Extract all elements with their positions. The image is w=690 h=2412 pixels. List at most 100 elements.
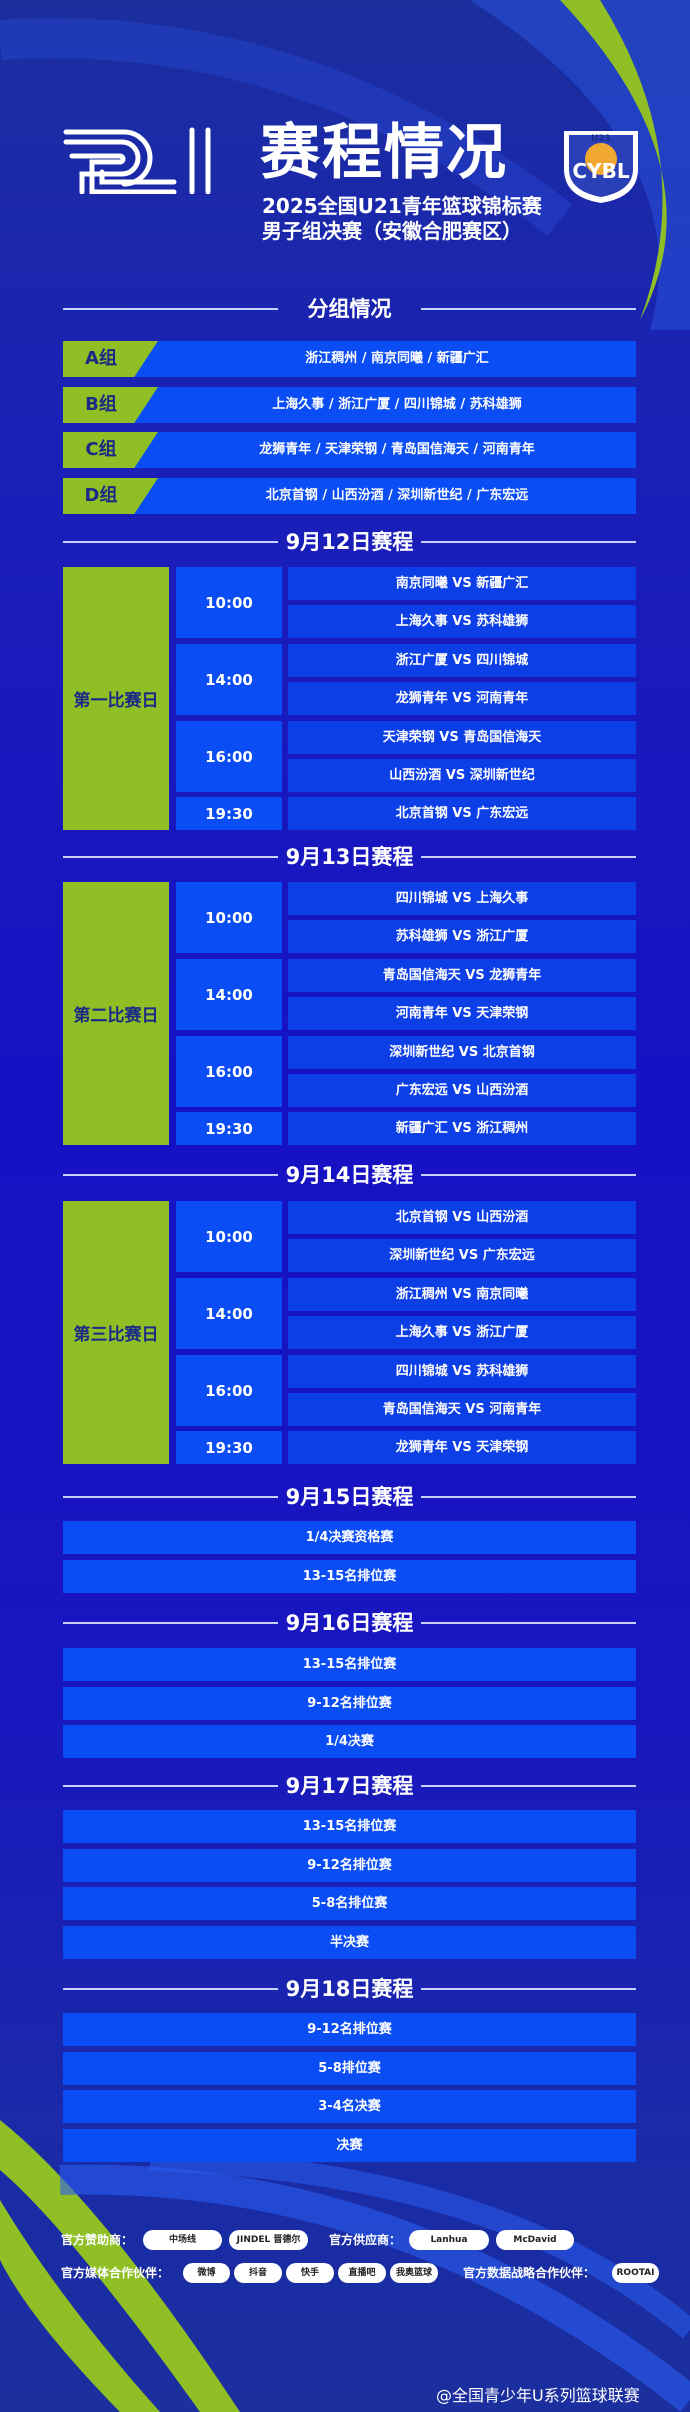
subtitle-tournament: 2025全国U21青年篮球锦标赛 [262,194,542,218]
match-row: 上海久事 VS 浙江广厦 [288,1316,636,1349]
section-header: 分组情况 [63,296,636,322]
match-row: 浙江广厦 VS 四川锦城 [288,644,636,677]
divider-line [63,541,278,543]
match-row: 河南青年 VS 天津荣钢 [288,997,636,1030]
section-header: 9月17日赛程 [63,1773,636,1799]
page-title: 赛程情况 [260,118,508,188]
time-slot: 10:00 [176,882,282,953]
section-header: 9月16日赛程 [63,1610,636,1636]
group-teams: 龙狮青年 / 天津荣钢 / 青岛国信海天 / 河南青年 [259,442,535,457]
match-day-label: 第一比赛日 [63,567,169,830]
group-label: D组 [84,485,118,506]
section-title: 9月17日赛程 [285,1774,414,1798]
knockout-row: 9-12名排位赛 [63,1848,636,1882]
section-title: 9月18日赛程 [285,1977,414,2001]
group-teams: 浙江稠州 / 南京同曦 / 新疆广汇 [305,351,489,366]
match-row: 青岛国信海天 VS 龙狮青年 [288,959,636,992]
partner-logo: 我奥篮球 [390,2263,438,2283]
time-slot: 16:00 [176,1036,282,1107]
time-slot: 14:00 [176,644,282,715]
basketball-badge-icon [564,131,638,203]
section-header: 9月12日赛程 [63,529,636,555]
group-label: A组 [85,348,117,369]
partner-logo: 抖音 [234,2263,282,2283]
match-row: 北京首钢 VS 广东宏远 [288,797,636,830]
group-teams: 上海久事 / 浙江广厦 / 四川锦城 / 苏科雄狮 [272,397,522,412]
section-title: 9月16日赛程 [285,1611,414,1635]
match-row: 龙狮青年 VS 天津荣钢 [288,1431,636,1464]
partner-logo: 直播吧 [338,2263,386,2283]
match-row: 四川锦城 VS 苏科雄狮 [288,1355,636,1388]
knockout-row: 13-15名排位赛 [63,1559,636,1593]
partner-logo: 快手 [286,2263,334,2283]
match-row: 四川锦城 VS 上海久事 [288,882,636,915]
match-row: 山西汾酒 VS 深圳新世纪 [288,759,636,792]
match-row: 新疆广汇 VS 浙江稠州 [288,1112,636,1145]
time-slot: 10:00 [176,1201,282,1272]
match-row: 浙江稠州 VS 南京同曦 [288,1278,636,1311]
divider-line [421,1785,636,1787]
data-partner-label: 官方数据战略合作伙伴： [463,2266,596,2280]
section-title: 9月13日赛程 [285,845,414,869]
knockout-row: 13-15名排位赛 [63,1648,636,1681]
group-row: A组 浙江稠州 / 南京同曦 / 新疆广汇 [63,341,636,377]
group-label-tag: A组 [63,341,158,377]
knockout-row: 5-8名排位赛 [63,1887,636,1920]
media-partner-label: 官方媒体合作伙伴： [61,2266,170,2280]
knockout-row: 决赛 [63,2128,636,2162]
time-slot: 19:30 [176,1431,282,1464]
match-row: 青岛国信海天 VS 河南青年 [288,1393,636,1426]
match-row: 深圳新世纪 VS 广东宏远 [288,1239,636,1272]
divider-line [63,1785,278,1787]
subtitle-division: 男子组决赛（安徽合肥赛区） [262,219,522,243]
section-header: 9月14日赛程 [63,1162,636,1188]
knockout-row: 9-12名排位赛 [63,1686,636,1720]
badge-top-text: U21 [591,134,611,144]
match-row: 苏科雄狮 VS 浙江广厦 [288,920,636,953]
watermark-text: @全国青少年U系列篮球联赛 [436,2386,640,2405]
time-slot: 10:00 [176,567,282,638]
section-title: 9月15日赛程 [285,1485,414,1509]
match-row: 广东宏远 VS 山西汾酒 [288,1074,636,1107]
divider-line [63,856,278,858]
group-label: C组 [85,439,117,460]
match-day-label: 第三比赛日 [63,1201,169,1464]
u21-logo-icon [63,127,211,194]
group-label-tag: D组 [63,478,158,514]
sponsor-label: 官方赞助商： [61,2233,134,2247]
group-label-tag: B组 [63,387,158,423]
divider-line [63,1496,278,1498]
divider-line [63,308,278,310]
match-row: 南京同曦 VS 新疆广汇 [288,567,636,600]
partner-logo: ROOTAI [612,2263,659,2283]
section-header: 9月15日赛程 [63,1484,636,1510]
time-slot: 16:00 [176,1355,282,1426]
group-label: B组 [85,394,117,415]
section-header: 9月13日赛程 [63,844,636,870]
supplier-label: 官方供应商： [329,2233,402,2247]
group-row: D组 北京首钢 / 山西汾酒 / 深圳新世纪 / 广东宏远 [63,478,636,514]
knockout-row: 13-15名排位赛 [63,1810,636,1843]
section-title: 分组情况 [307,297,392,321]
match-row: 深圳新世纪 VS 北京首钢 [288,1036,636,1069]
divider-line [421,1988,636,1990]
knockout-row: 5-8排位赛 [63,2051,636,2085]
partner-logo: Lanhua [409,2230,489,2250]
cybl-badge: U21 CYBL [560,125,642,205]
knockout-row: 9-12名排位赛 [63,2013,636,2046]
group-row: B组 上海久事 / 浙江广厦 / 四川锦城 / 苏科雄狮 [63,387,636,423]
divider-line [63,1988,278,1990]
divider-line [421,856,636,858]
time-slot: 14:00 [176,1278,282,1349]
partner-logo: McDavid [496,2230,574,2250]
match-row: 天津荣钢 VS 青岛国信海天 [288,721,636,754]
partner-logo: JINDEL 晋德尔 [229,2230,308,2250]
knockout-row: 1/4决赛资格赛 [63,1521,636,1554]
partner-logo: 微博 [183,2263,230,2283]
match-day-label: 第二比赛日 [63,882,169,1145]
time-slot: 19:30 [176,1112,282,1145]
match-row: 龙狮青年 VS 河南青年 [288,682,636,715]
section-title: 9月14日赛程 [285,1163,414,1187]
